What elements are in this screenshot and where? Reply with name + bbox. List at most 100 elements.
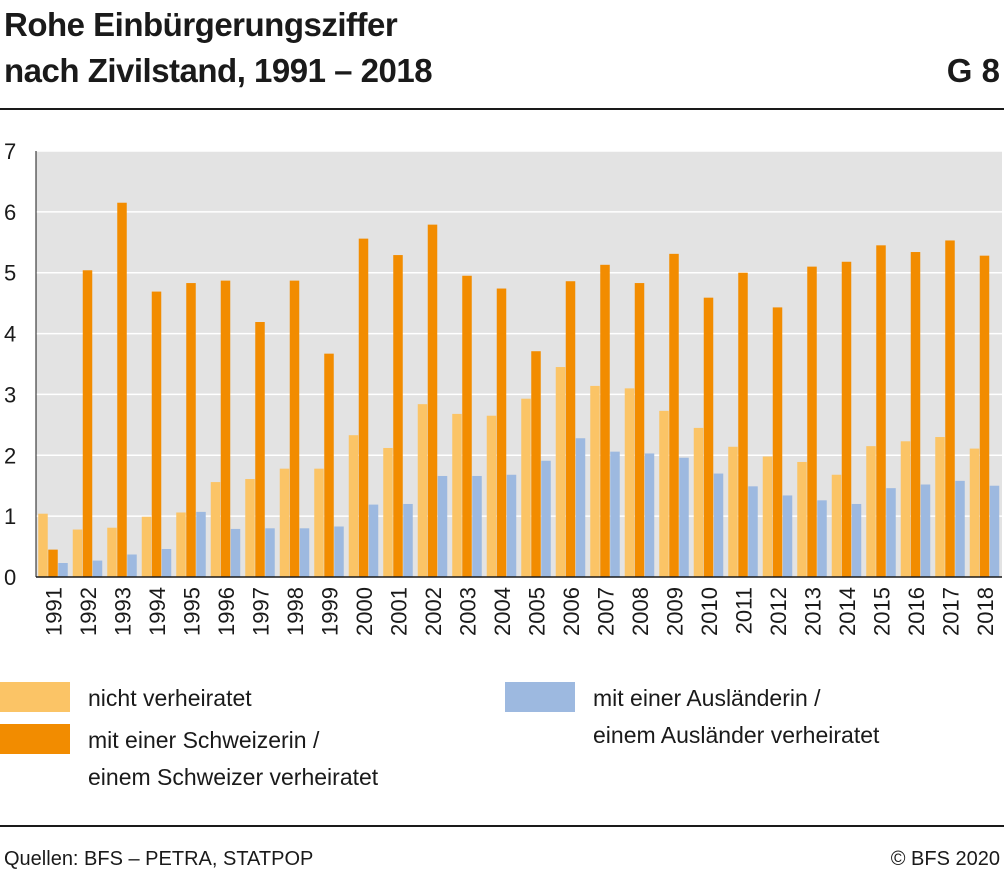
bar-auslaender-2001 [403, 503, 413, 577]
y-tick-label: 7 [4, 139, 16, 164]
bar-auslaender-1994 [161, 549, 172, 577]
x-tick-label: 2010 [697, 587, 722, 636]
x-tick-label: 2003 [455, 587, 480, 636]
x-tick-label: 2014 [835, 587, 860, 636]
bar-auslaender-2005 [541, 460, 551, 577]
bar-schweizer-2005 [531, 351, 541, 577]
bar-schweizer-1995 [186, 283, 196, 577]
bar-nicht-verheiratet-2014 [831, 474, 842, 577]
bar-auslaender-2004 [506, 474, 517, 577]
y-tick-label: 6 [4, 200, 16, 225]
x-tick-label: 2000 [352, 587, 377, 636]
bar-nicht-verheiratet-1999 [314, 468, 324, 577]
bar-auslaender-2003 [472, 475, 482, 577]
bar-schweizer-2013 [807, 266, 817, 577]
bar-schweizer-1997 [255, 322, 265, 577]
bar-auslaender-1996 [230, 528, 241, 577]
bar-auslaender-2010 [713, 473, 724, 577]
x-tick-label: 2008 [628, 587, 653, 636]
bar-nicht-verheiratet-2010 [693, 427, 704, 577]
bar-auslaender-2016 [920, 484, 931, 577]
x-tick-label: 2011 [731, 587, 756, 634]
bar-nicht-verheiratet-1993 [107, 527, 117, 577]
bar-auslaender-2011 [748, 486, 758, 577]
bar-auslaender-2014 [851, 503, 862, 577]
bar-nicht-verheiratet-1996 [210, 482, 221, 577]
bar-nicht-verheiratet-1992 [72, 529, 83, 577]
figure-number: G 8 [946, 52, 1000, 89]
y-tick-label: 3 [4, 382, 16, 407]
bar-auslaender-1999 [334, 526, 344, 577]
bar-schweizer-2003 [462, 275, 472, 577]
bar-auslaender-2008 [644, 453, 655, 577]
x-tick-label: 1999 [317, 587, 342, 636]
bar-nicht-verheiratet-2004 [486, 415, 497, 577]
copyright-note: © BFS 2020 [890, 848, 1000, 870]
bar-auslaender-2009 [679, 457, 689, 577]
bar-auslaender-2002 [437, 475, 448, 577]
source-note: Quellen: BFS – PETRA, STATPOP [4, 848, 314, 870]
x-tick-label: 1997 [248, 587, 273, 636]
y-tick-label: 4 [4, 322, 16, 347]
x-tick-label: 2004 [490, 587, 515, 636]
x-tick-label: 2005 [524, 587, 549, 636]
bar-nicht-verheiratet-1995 [176, 512, 186, 577]
legend-label-auslaender: mit einer Ausländerin / einem Ausländer … [593, 680, 879, 754]
legend-swatch-auslaender [505, 682, 575, 712]
x-tick-label: 1992 [76, 587, 101, 636]
bar-nicht-verheiratet-2008 [624, 388, 635, 577]
title-line-1: Rohe Einbürgerungsziffer [4, 6, 398, 43]
x-tick-label: 2001 [386, 587, 411, 636]
bar-auslaender-1995 [196, 511, 206, 577]
bar-nicht-verheiratet-2018 [969, 448, 980, 577]
legend-label-line: einem Schweizer verheiratet [88, 764, 379, 790]
x-tick-label: 2006 [559, 587, 584, 636]
bar-schweizer-1992 [82, 270, 93, 577]
legend-label-line: nicht verheiratet [88, 685, 252, 711]
y-tick-label: 5 [4, 261, 16, 286]
x-tick-label: 1991 [41, 587, 66, 636]
bar-nicht-verheiratet-2000 [348, 435, 359, 577]
legend-item-schweizer: mit einer Schweizerin / einem Schweizer … [0, 724, 378, 796]
bar-auslaender-1997 [265, 528, 275, 577]
bottom-rule [0, 825, 1004, 827]
x-tick-label: 1994 [145, 587, 170, 636]
legend-label-line: mit einer Ausländerin / [593, 685, 821, 711]
bar-auslaender-1993 [127, 554, 137, 577]
chart-area: 0 1 2 3 4 5 6 7 1991 1992 1993 1994 1995 1996 1997 1998… [4, 139, 1002, 636]
bar-auslaender-1998 [299, 528, 310, 577]
bar-nicht-verheiratet-2003 [452, 413, 462, 577]
bar-auslaender-1992 [92, 560, 103, 577]
bar-nicht-verheiratet-2006 [555, 367, 566, 577]
bar-auslaender-2017 [955, 480, 965, 577]
bar-schweizer-1991 [48, 549, 58, 577]
bar-schweizer-1996 [220, 280, 231, 577]
y-tick-label: 1 [4, 504, 16, 529]
x-tick-label: 1996 [214, 587, 239, 636]
legend-item-nicht-verheiratet: nicht verheiratet [0, 682, 252, 717]
legend-label-nicht-verheiratet: nicht verheiratet [88, 680, 252, 717]
bar-auslaender-2000 [368, 504, 379, 577]
bar-schweizer-2017 [945, 240, 955, 577]
bar-schweizer-1993 [117, 202, 127, 577]
bar-nicht-verheiratet-1998 [279, 468, 290, 577]
x-tick-label: 1998 [283, 587, 308, 636]
bar-schweizer-1999 [324, 353, 334, 577]
bar-schweizer-2006 [565, 281, 576, 577]
bar-schweizer-2014 [841, 261, 852, 577]
bar-auslaender-2015 [886, 488, 896, 577]
legend-label-schweizer: mit einer Schweizerin / einem Schweizer … [88, 722, 378, 796]
bar-schweizer-1994 [151, 291, 162, 577]
bar-auslaender-2018 [989, 485, 1000, 577]
bar-schweizer-2008 [634, 283, 645, 577]
x-tick-label: 1993 [110, 587, 135, 636]
bar-nicht-verheiratet-2007 [590, 385, 600, 577]
legend-swatch-schweizer [0, 724, 70, 754]
x-tick-label: 1995 [179, 587, 204, 636]
bar-schweizer-1998 [289, 280, 300, 577]
bar-schweizer-2007 [600, 264, 610, 577]
bar-nicht-verheiratet-1997 [245, 479, 255, 577]
chart-title: Rohe Einbürgerungsziffer nach Zivilstand… [4, 2, 433, 94]
x-tick-label: 2002 [421, 587, 446, 636]
bar-auslaender-2006 [575, 438, 586, 577]
